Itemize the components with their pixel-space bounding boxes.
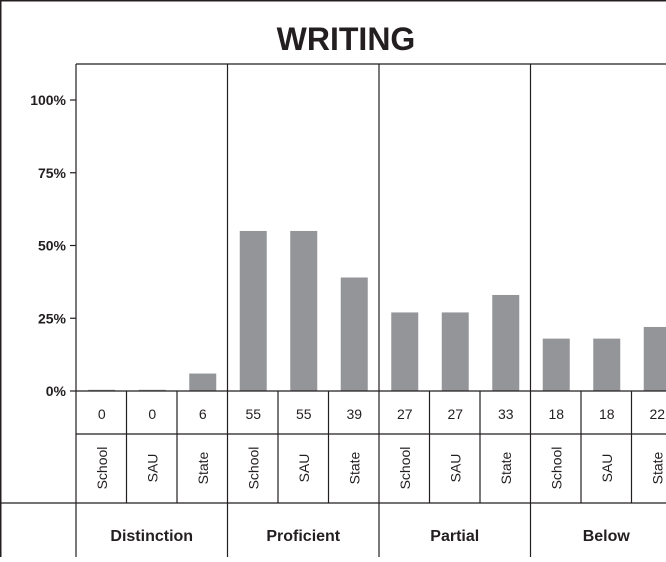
data-label: 27 bbox=[397, 406, 413, 422]
bar bbox=[290, 230, 318, 391]
series-label: School bbox=[245, 447, 261, 490]
category-label: Partial bbox=[430, 528, 479, 545]
data-label: 27 bbox=[447, 406, 463, 422]
data-label: 39 bbox=[346, 406, 362, 422]
series-label: State bbox=[346, 451, 362, 484]
category-label: Proficient bbox=[266, 528, 340, 545]
series-label: State bbox=[195, 451, 211, 484]
bar bbox=[189, 373, 217, 391]
series-label: SAU bbox=[447, 454, 463, 483]
bar bbox=[391, 312, 419, 391]
data-table: 0 School 0 SAU 6 State Distinction 55 School 55 SA… bbox=[0, 390, 666, 557]
data-label: 18 bbox=[599, 406, 615, 422]
data-label: 6 bbox=[199, 406, 207, 422]
bar bbox=[593, 338, 621, 391]
series-label: SAU bbox=[599, 454, 615, 483]
y-tick-label: 50% bbox=[38, 238, 67, 254]
category-label: Distinction bbox=[110, 528, 193, 545]
y-axis: 0% 25% 50% 75% 100% bbox=[30, 63, 666, 503]
bar bbox=[542, 338, 570, 391]
y-tick-label: 75% bbox=[38, 165, 67, 181]
series-label: State bbox=[649, 451, 665, 484]
series-label: State bbox=[498, 451, 514, 484]
data-label: 22 bbox=[649, 406, 665, 422]
y-tick-label: 100% bbox=[30, 92, 66, 108]
series-label: School bbox=[94, 447, 110, 490]
y-tick-label: 25% bbox=[38, 310, 67, 326]
series-label: School bbox=[548, 447, 564, 490]
data-label: 0 bbox=[98, 406, 106, 422]
category-label: Below bbox=[583, 528, 631, 545]
bar bbox=[441, 312, 469, 391]
data-label: 55 bbox=[296, 406, 312, 422]
data-label: 18 bbox=[548, 406, 564, 422]
data-label: 33 bbox=[498, 406, 514, 422]
series-label: SAU bbox=[296, 454, 312, 483]
data-label: 0 bbox=[148, 406, 156, 422]
series-label: School bbox=[397, 447, 413, 490]
bar bbox=[492, 294, 520, 391]
bar bbox=[643, 326, 666, 391]
data-label: 55 bbox=[245, 406, 261, 422]
chart-title: WRITING bbox=[277, 21, 416, 57]
bar bbox=[239, 230, 267, 391]
bar bbox=[340, 277, 368, 391]
y-tick-label: 0% bbox=[46, 383, 67, 399]
series-label: SAU bbox=[144, 454, 160, 483]
